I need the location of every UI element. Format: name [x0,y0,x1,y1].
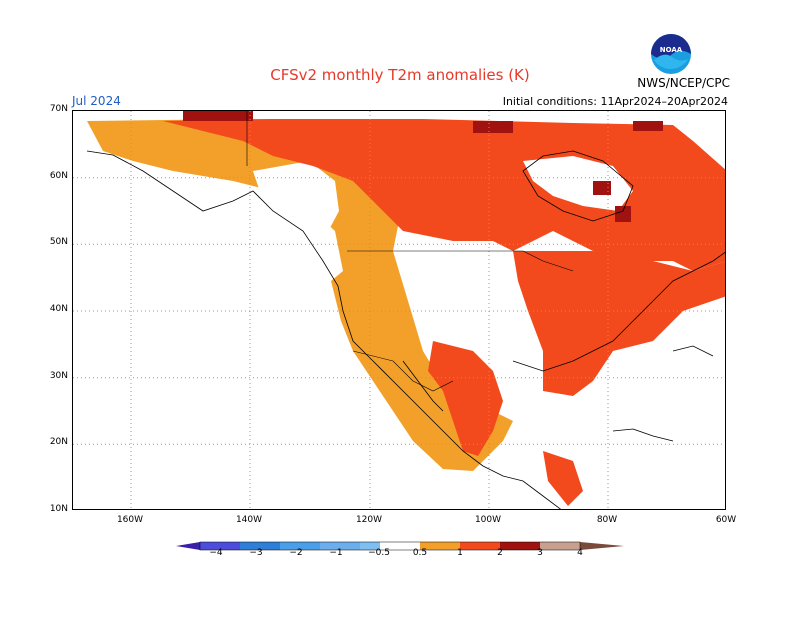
organization-label: NWS/NCEP/CPC [637,76,730,90]
lon-label: 140W [235,515,263,525]
anomaly-dark-3 [593,181,611,195]
lon-label: 120W [355,515,383,525]
colorbar-label: −2 [289,548,303,558]
lat-label: 60N [49,171,68,181]
colorbar-label: −4 [209,548,223,558]
noaa-logo-text: NOAA [660,46,683,54]
colorbar-label: 2 [497,548,503,558]
lat-label: 30N [49,371,68,381]
lon-label: 160W [116,515,144,525]
anomaly-map [73,111,725,509]
noaa-logo: NOAA [651,34,691,74]
colorbar-label: −0.5 [368,548,390,558]
map-grid [73,111,725,509]
lon-label: 80W [596,515,618,525]
lon-label: 60W [715,515,737,525]
anomaly-region-red-mexico [428,341,503,456]
colorbar-label: −1 [329,548,343,558]
map-panel [72,110,726,510]
lat-label: 10N [49,504,68,514]
map-title: CFSv2 monthly T2m anomalies (K) [270,66,530,84]
lon-label: 100W [474,515,502,525]
anomaly-dark-1 [183,111,253,121]
lat-label: 40N [49,304,68,314]
anomaly-gap-hudson [523,156,633,211]
colorbar-label: −3 [249,548,263,558]
forecast-month: Jul 2024 [72,94,121,108]
colorbar-label: 3 [537,548,543,558]
colorbar-arrow-left [176,542,200,550]
lat-label: 20N [49,437,68,447]
colorbar-label: 4 [577,548,583,558]
anomaly-region-red-north [163,119,725,271]
anomaly-dark-2 [473,121,513,133]
lat-label: 50N [49,237,68,247]
colorbar-arrow-right [580,542,624,550]
colorbar-label: 1 [457,548,463,558]
anomaly-region-orange [87,119,513,471]
colorbar [176,541,624,551]
anomaly-dark-5 [615,206,631,222]
initial-conditions: Initial conditions: 11Apr2024–20Apr2024 [502,95,728,108]
anomaly-region-red-east [513,251,725,396]
anomaly-dark-4 [633,121,663,131]
colorbar-label: 0.5 [412,548,428,558]
anomaly-region-red-central [543,451,583,506]
lat-label: 70N [49,104,68,114]
anomaly-gap-alaska [87,171,183,211]
borders [246,111,574,392]
coastlines [86,150,725,509]
